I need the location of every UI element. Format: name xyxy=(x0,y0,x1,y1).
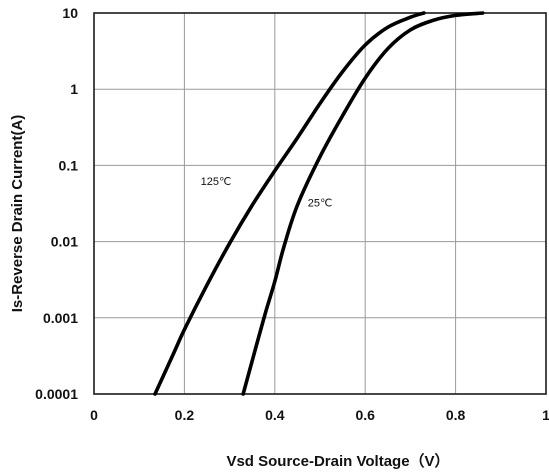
y-tick-label: 0.001 xyxy=(43,310,78,326)
x-tick-label: 0 xyxy=(90,407,98,423)
x-tick-label: 0.2 xyxy=(175,407,195,423)
curves xyxy=(153,11,485,396)
y-tick-label: 0.01 xyxy=(51,234,78,250)
x-tick-labels: 0 0.2 0.4 0.6 0.8 1 xyxy=(90,407,549,423)
y-tick-label: 10 xyxy=(62,5,78,21)
x-tick-label: 1 xyxy=(542,407,549,423)
series-label-2: 25℃ xyxy=(308,197,333,209)
x-tick-label: 0.6 xyxy=(355,407,375,423)
plot-frame xyxy=(93,12,547,395)
y-tick-label: 0.0001 xyxy=(35,386,78,402)
y-axis-title: Is-Reverse Drain Current(A) xyxy=(9,115,26,313)
series-line-1 xyxy=(153,11,426,396)
series-line-2 xyxy=(241,11,485,396)
y-tick-labels: 10 1 0.1 0.01 0.001 0.0001 xyxy=(35,5,78,402)
x-tick-label: 0.4 xyxy=(265,407,285,423)
y-tick-label: 1 xyxy=(70,81,78,97)
x-tick-label: 0.8 xyxy=(446,407,466,423)
series-label-1: 125℃ xyxy=(201,176,232,188)
y-tick-label: 0.1 xyxy=(59,157,79,173)
curve-labels: 125℃ 25℃ xyxy=(201,176,333,209)
x-axis-title: Vsd Source-Drain Voltage（V） xyxy=(226,452,449,470)
